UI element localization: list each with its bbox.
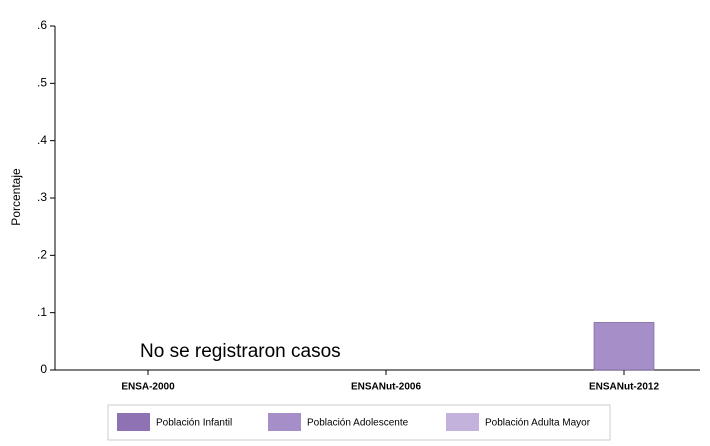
- x-tick-label: ENSA-2000: [121, 382, 175, 393]
- legend-label: Población Infantil: [156, 418, 232, 429]
- x-tick-label: ENSANut-2012: [589, 382, 659, 393]
- legend-swatch: [268, 413, 301, 431]
- y-axis-label: Porcentaje: [9, 168, 23, 226]
- y-tick-label: .5: [37, 76, 47, 90]
- y-tick-label: .3: [37, 190, 47, 204]
- y-tick-label: .6: [37, 18, 47, 32]
- x-tick-label: ENSANut-2006: [351, 382, 421, 393]
- legend-swatch: [117, 413, 150, 431]
- legend-box: [107, 404, 611, 441]
- legend-label: Población Adolescente: [307, 418, 409, 429]
- legend-label: Población Adulta Mayor: [485, 418, 591, 429]
- legend-swatch: [446, 413, 479, 431]
- annotation: No se registraron casos: [140, 341, 341, 362]
- y-tick-label: .1: [37, 305, 47, 319]
- bar: [593, 322, 655, 371]
- y-tick-label: .4: [37, 133, 47, 147]
- y-tick-label: .2: [37, 248, 47, 262]
- y-tick-label: 0: [40, 362, 47, 376]
